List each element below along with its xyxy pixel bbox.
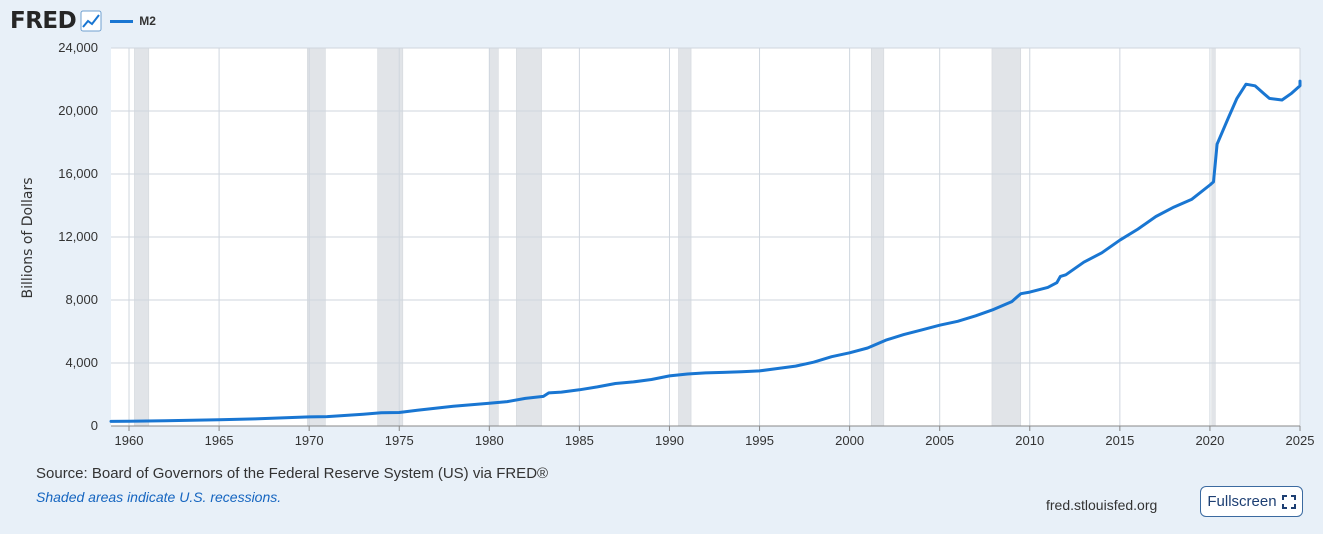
expand-icon [1281,494,1296,509]
x-tick-label: 1980 [475,433,504,448]
x-tick-label: 1965 [205,433,234,448]
x-tick-label: 2000 [835,433,864,448]
legend-label[interactable]: M2 [139,14,156,28]
x-tick-label: 1970 [295,433,324,448]
site-url[interactable]: fred.stlouisfed.org [1046,497,1158,513]
legend-line-swatch [110,19,134,23]
source-note: Source: Board of Governors of the Federa… [36,465,549,482]
x-tick-label: 2015 [1105,433,1134,448]
x-tick-label: 1990 [655,433,684,448]
x-tick-labels: 1960 1965 1970 1975 1980 1985 1990 1995 2000 2005… [111,425,1315,448]
x-tick-label: 2025 [1286,433,1315,448]
y-axis-label: Billions of Dollars [20,177,36,299]
x-tick-label: 1960 [115,433,144,448]
y-tick-label: 4,000 [65,355,98,370]
y-tick-label: 24,000 [58,40,98,55]
x-tick-label: 1995 [745,433,774,448]
line-chart-icon [80,10,102,32]
y-tick-label: 8,000 [65,292,98,307]
chart-header: FRED M2 [10,6,156,36]
x-tick-label: 2010 [1015,433,1044,448]
x-tick-label: 1975 [385,433,414,448]
y-tick-labels: 0 4,000 8,000 12,000 16,000 20,000 24,000 [58,40,98,433]
y-tick-label: 16,000 [58,166,98,181]
legend: M2 [110,14,156,28]
fullscreen-label: Fullscreen [1207,493,1277,510]
x-tick-label: 2020 [1195,433,1224,448]
series-layer [109,79,1302,423]
x-tick-label: 2005 [925,433,954,448]
y-tick-label: 0 [91,418,98,433]
y-tick-label: 20,000 [58,103,98,118]
y-tick-label: 12,000 [58,229,98,244]
fred-logo[interactable]: FRED [10,8,77,34]
x-tick-label: 1985 [565,433,594,448]
series-line-m2[interactable] [109,79,1302,423]
fullscreen-button[interactable]: Fullscreen [1200,486,1303,517]
recession-note: Shaded areas indicate U.S. recessions. [36,489,282,505]
